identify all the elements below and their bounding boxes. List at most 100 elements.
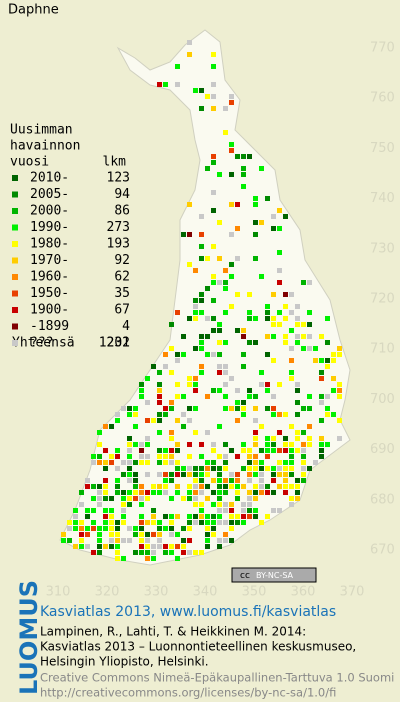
record-square [127,460,132,465]
record-square [271,394,276,399]
record-square [301,334,306,339]
footer-headline: Kasviatlas 2013, www.luomus.fi/kasviatla… [40,604,336,620]
record-square [235,406,240,411]
record-square [217,466,222,471]
record-square [121,460,126,465]
record-square [319,448,324,453]
record-square [157,430,162,435]
record-square [187,382,192,387]
record-square [253,484,258,489]
citation: Lampinen, R., Lahti, T. & Heikkinen M. 2… [40,625,306,639]
record-square [109,424,114,429]
record-square [229,502,234,507]
record-square [217,256,222,261]
record-square [187,442,192,447]
legend-count: 123 [107,171,130,186]
record-square [337,394,342,399]
record-square [193,430,198,435]
record-square [151,520,156,525]
record-square [97,526,102,531]
record-square [217,538,222,543]
record-square [199,478,204,483]
record-square [199,502,204,507]
record-square [199,454,204,459]
record-square [187,376,192,381]
record-square [271,466,276,471]
record-square [211,490,216,495]
record-square [247,388,252,393]
record-square [253,496,258,501]
record-square [151,364,156,369]
record-square [223,340,228,345]
legend-count: 92 [114,253,130,268]
record-square [199,292,204,297]
record-square [205,514,210,519]
record-square [109,538,114,543]
legend-count: 4 [122,319,130,334]
legend-label: 1980- [30,237,69,252]
legend-count: 193 [107,237,130,252]
record-square [259,382,264,387]
record-square [157,448,162,453]
record-square [289,502,294,507]
record-square [97,454,102,459]
record-square [205,166,210,171]
record-square [133,532,138,537]
record-square [307,442,312,447]
record-square [241,400,246,405]
record-square [235,478,240,483]
legend-swatch [12,208,18,214]
record-square [193,484,198,489]
record-square [103,460,108,465]
record-square [211,526,216,531]
record-square [187,520,192,525]
record-square [127,448,132,453]
record-square [211,460,216,465]
record-square [211,64,216,69]
record-square [175,556,180,561]
record-square [307,334,312,339]
record-square [205,472,210,477]
record-square [211,280,216,285]
record-square [337,346,342,351]
record-square [127,496,132,501]
record-square [325,340,330,345]
legend-swatch [12,274,18,280]
record-square [169,370,174,375]
record-square [163,406,168,411]
record-square [199,514,204,519]
record-square [295,340,300,345]
record-square [115,520,120,525]
record-square [139,394,144,399]
record-square [235,256,240,261]
record-square [235,400,240,405]
record-square [277,430,282,435]
record-square [337,418,342,423]
record-square [187,514,192,519]
record-square [187,550,192,555]
record-square [193,316,198,321]
record-square [223,310,228,315]
record-square [205,544,210,549]
record-square [277,226,282,231]
record-square [205,352,210,357]
record-square [265,382,270,387]
record-square [175,544,180,549]
record-square [301,454,306,459]
record-square [145,400,150,405]
record-square [115,550,120,555]
record-square [97,532,102,537]
record-square [97,544,102,549]
record-square [235,388,240,393]
record-square [139,484,144,489]
record-square [199,490,204,495]
record-square [295,334,300,339]
record-square [205,538,210,543]
record-square [241,406,246,411]
legend-label: 1900- [30,303,69,318]
record-square [229,508,234,513]
record-square [271,472,276,477]
record-square [169,520,174,525]
record-square [169,544,174,549]
record-square [175,448,180,453]
